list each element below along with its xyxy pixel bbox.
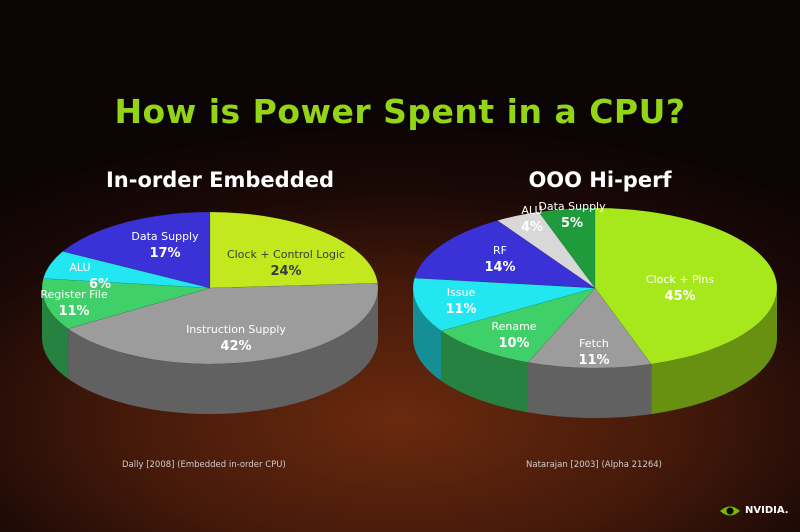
pie-0-slice-3-label: ALU <box>69 261 90 274</box>
right-chart-title: OOO Hi-perf <box>528 168 672 192</box>
pie-1-slice-6-label: Data Supply <box>538 200 606 213</box>
pie-1-slice-0-value: 45% <box>664 289 695 304</box>
pie-0-slice-4-value: 17% <box>149 246 180 261</box>
pie-0-slice-3 <box>43 251 211 289</box>
pie-0-slice-2-label: Register File <box>40 288 107 301</box>
pie-0-slice-0-value: 24% <box>270 264 301 279</box>
pie-1-slice-5-label: ALU <box>521 204 542 217</box>
pie-0-slice-2-side <box>42 288 69 379</box>
pie-1-slice-2 <box>440 287 596 363</box>
pie-1-slice-1 <box>527 287 652 369</box>
pie-0-slice-1-value: 42% <box>220 339 251 354</box>
nvidia-eye-icon <box>720 506 740 516</box>
pie-1-slice-0 <box>594 207 778 365</box>
left-chart-title: In-order Embedded <box>105 168 335 192</box>
pie-1-slice-3-label: Issue <box>447 286 476 299</box>
pie-0-slice-0-label: Clock + Control Logic <box>227 248 345 261</box>
slide-title: How is Power Spent in a CPU? <box>114 92 686 131</box>
pie-1-slice-0-label: Clock + Pins <box>646 273 715 286</box>
left-chart-citation: Dally [2008] (Embedded in-order CPU) <box>122 460 286 470</box>
pie-1-slice-4-value: 14% <box>484 260 515 275</box>
pie-1-slice-3-value: 11% <box>445 302 476 317</box>
pie-1-slice-3 <box>412 277 596 332</box>
pie-0-slice-1-side <box>68 288 379 415</box>
pie-1-slice-2-side <box>441 330 529 413</box>
pie-0-slice-4-label: Data Supply <box>131 230 199 243</box>
pie-0-slice-3-value: 6% <box>89 277 111 292</box>
pie-1-slice-1-side <box>528 362 652 418</box>
pie-1-slice-4-label: RF <box>493 244 507 257</box>
pie-1-slice-2-label: Rename <box>491 320 536 333</box>
pie-1-slice-1-value: 11% <box>578 353 609 368</box>
right-chart-citation: Natarajan [2003] (Alpha 21264) <box>526 460 662 470</box>
pie-0-slice-1-label: Instruction Supply <box>186 323 286 336</box>
pie-0-slice-2-value: 11% <box>58 304 89 319</box>
pie-1-slice-6-value: 5% <box>561 216 583 231</box>
pie-1-slice-3-side <box>413 288 442 381</box>
pie-1-slice-2-value: 10% <box>498 336 529 351</box>
pie-0-slice-1 <box>67 282 379 365</box>
pie-1-slice-4 <box>414 220 596 289</box>
pie-1-slice-1-label: Fetch <box>579 337 609 350</box>
pie-1-slice-6 <box>538 207 596 289</box>
nvidia-logo-text: NVIDIA. <box>745 505 789 516</box>
pie-0-slice-2 <box>41 278 211 329</box>
pie-0-slice-0 <box>209 211 378 289</box>
pie-0-slice-4 <box>62 211 211 289</box>
pie-1-slice-5-value: 4% <box>521 220 543 235</box>
pie-1-slice-0-side <box>651 288 777 415</box>
pie-1-slice-5 <box>496 211 596 289</box>
